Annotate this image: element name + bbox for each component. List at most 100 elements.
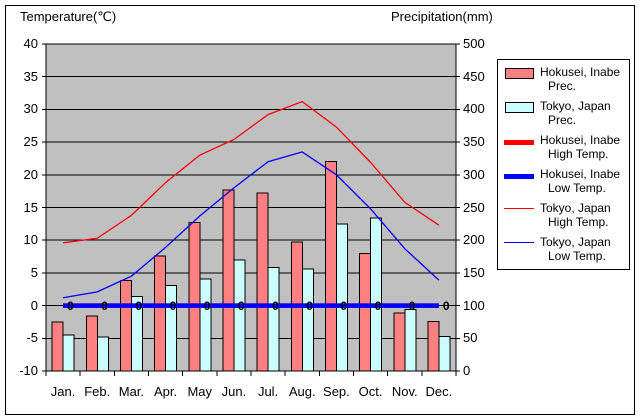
- temp-tick-label: 10: [23, 232, 38, 248]
- precip-axis-title: Precipitation(mm): [391, 9, 493, 24]
- swatch: [504, 68, 534, 79]
- temp-tick-label: 30: [23, 101, 38, 117]
- legend-line-swatch: [498, 136, 540, 145]
- month-label: Jun.: [221, 384, 247, 399]
- bar-tokyo-japan-prec-: [62, 334, 75, 372]
- legend-label: Tokyo, Japan High Temp.: [540, 201, 611, 229]
- month-label: May: [187, 384, 213, 399]
- swatch: [504, 140, 534, 145]
- swatch: [504, 102, 534, 113]
- legend-label: Hokusei, Inabe High Temp.: [540, 133, 621, 161]
- precip-tick-label: 250: [463, 199, 485, 215]
- precip-tick-label: 100: [463, 297, 485, 313]
- temp-tick-label: 5: [30, 264, 38, 280]
- month-label: Feb.: [84, 384, 111, 399]
- month-label: Apr.: [154, 384, 178, 399]
- bar-hokusei-inabe-prec-: [359, 252, 372, 372]
- swatch: [504, 242, 534, 243]
- temp-tick-label: -10: [19, 363, 38, 378]
- precip-tick-label: 0: [463, 363, 471, 378]
- bar-tokyo-japan-prec-: [370, 217, 383, 372]
- data-label: 0: [375, 299, 382, 313]
- precip-tick-label: 200: [463, 232, 485, 248]
- legend-bar-swatch: [498, 68, 540, 79]
- bar-tokyo-japan-prec-: [438, 335, 451, 372]
- data-label: 0: [409, 299, 416, 313]
- data-label: 0: [204, 299, 211, 313]
- legend-label: Hokusei, Inabe Low Temp.: [540, 167, 621, 195]
- data-label: 0: [340, 299, 347, 313]
- bar-hokusei-inabe-prec-: [119, 280, 132, 372]
- precip-tick-label: 50: [463, 330, 478, 346]
- legend-line-swatch: [498, 204, 540, 209]
- swatch: [504, 174, 534, 179]
- legend-line-swatch: [498, 170, 540, 179]
- temp-axis-title: Temperature(℃): [20, 9, 117, 24]
- data-label: 0: [67, 299, 74, 313]
- figure-border: [5, 5, 635, 415]
- legend-item: Hokusei, Inabe High Temp.: [498, 133, 629, 167]
- bar-tokyo-japan-prec-: [199, 278, 212, 372]
- temp-tick-label: 25: [23, 134, 38, 150]
- legend-line-swatch: [498, 238, 540, 243]
- temp-tick-label: 0: [30, 297, 38, 313]
- precip-tick-label: 400: [463, 101, 485, 117]
- bar-hokusei-inabe-prec-: [154, 255, 167, 372]
- legend-item: Tokyo, Japan Prec.: [498, 99, 629, 133]
- chart-legend: Hokusei, Inabe Prec. Tokyo, Japan Prec. Hoku…: [497, 59, 630, 270]
- month-label: Oct.: [358, 384, 383, 399]
- precip-tick-label: 450: [463, 68, 485, 84]
- temp-tick-label: 20: [23, 166, 38, 182]
- legend-label: Hokusei, Inabe Prec.: [540, 65, 621, 93]
- bar-hokusei-inabe-prec-: [256, 192, 269, 372]
- data-label: 0: [443, 299, 450, 313]
- data-label: 0: [306, 299, 313, 313]
- line-tokyo-japan-high-temp-: [62, 100, 440, 244]
- temp-tick-label: 35: [23, 68, 38, 84]
- legend-item: Tokyo, Japan High Temp.: [498, 201, 629, 235]
- precip-tick-label: 300: [463, 166, 485, 182]
- bar-tokyo-japan-prec-: [335, 223, 348, 372]
- month-label: Aug.: [288, 384, 316, 399]
- legend-item: Tokyo, Japan Low Temp.: [498, 235, 629, 269]
- bar-tokyo-japan-prec-: [96, 336, 109, 372]
- bar-tokyo-japan-prec-: [233, 259, 246, 372]
- month-label: Mar.: [118, 384, 145, 399]
- precip-tick-label: 350: [463, 134, 485, 150]
- bar-hokusei-inabe-prec-: [222, 189, 235, 372]
- data-label: 0: [101, 299, 108, 313]
- precip-tick-label: 150: [463, 264, 485, 280]
- month-label: Jul.: [257, 384, 279, 399]
- plot-border: [45, 43, 457, 372]
- month-label: Nov.: [391, 384, 418, 399]
- bar-hokusei-inabe-prec-: [393, 312, 406, 372]
- precip-tick-label: 500: [463, 36, 485, 51]
- month-label: Dec.: [425, 384, 453, 399]
- temp-tick-label: -5: [26, 330, 38, 346]
- bar-hokusei-inabe-prec-: [427, 320, 440, 372]
- bar-tokyo-japan-prec-: [404, 309, 417, 372]
- bar-tokyo-japan-prec-: [301, 268, 314, 372]
- swatch: [504, 208, 534, 209]
- data-label: 0: [238, 299, 245, 313]
- month-label: Jan.: [50, 384, 76, 399]
- bar-hokusei-inabe-prec-: [188, 222, 201, 372]
- legend-label: Tokyo, Japan Low Temp.: [540, 235, 611, 263]
- bar-hokusei-inabe-prec-: [51, 321, 64, 372]
- month-label: Sep.: [323, 384, 350, 399]
- legend-item: Hokusei, Inabe Prec.: [498, 65, 629, 99]
- bar-hokusei-inabe-prec-: [324, 161, 337, 372]
- temp-tick-label: 15: [23, 199, 38, 215]
- data-label: 0: [272, 299, 279, 313]
- legend-label: Tokyo, Japan Prec.: [540, 99, 611, 127]
- legend-item: Hokusei, Inabe Low Temp.: [498, 167, 629, 201]
- bar-hokusei-inabe-prec-: [85, 315, 98, 372]
- line-tokyo-japan-low-temp-: [62, 151, 440, 299]
- bar-tokyo-japan-prec-: [267, 267, 280, 372]
- data-label: 0: [135, 299, 142, 313]
- data-label: 0: [170, 299, 177, 313]
- legend-bar-swatch: [498, 102, 540, 113]
- temp-tick-label: 40: [23, 36, 38, 51]
